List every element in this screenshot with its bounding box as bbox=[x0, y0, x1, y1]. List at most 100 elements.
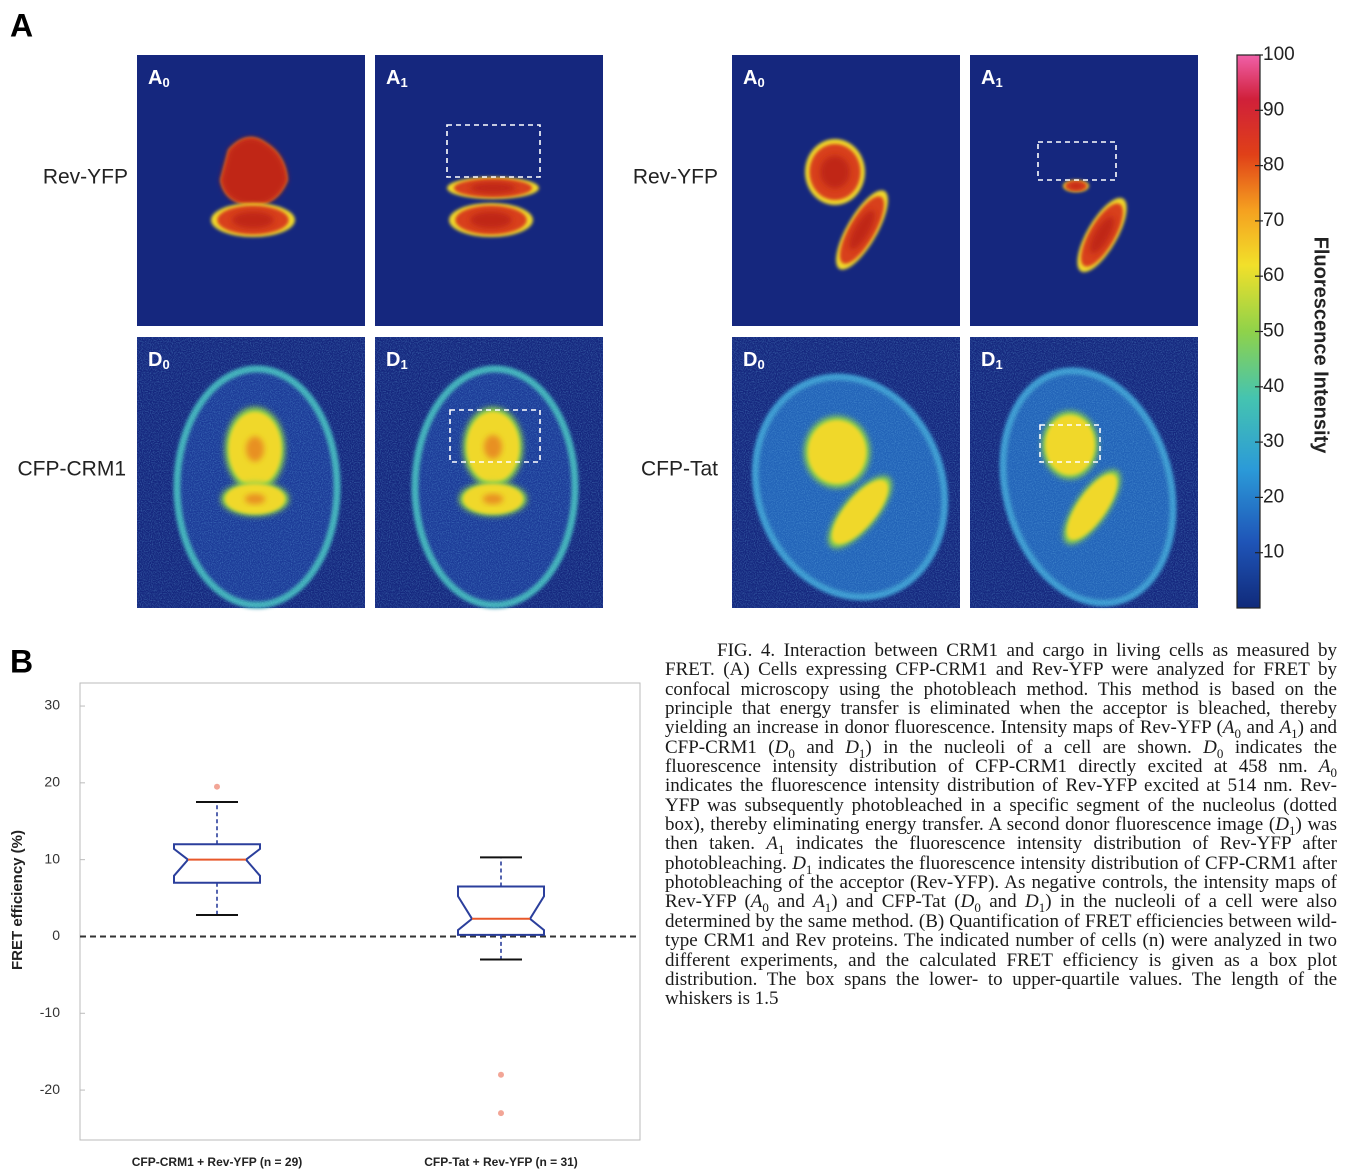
colorbar-tick-label: 80 bbox=[1263, 155, 1284, 176]
micrograph: D1 bbox=[970, 337, 1198, 622]
colorbar-tick-label: 50 bbox=[1263, 321, 1284, 342]
colorbar-tick-label: 70 bbox=[1263, 210, 1284, 231]
caption-symbol: A0 bbox=[751, 891, 769, 912]
micrograph: A1 bbox=[970, 55, 1198, 326]
nucleolus bbox=[470, 183, 516, 194]
nucleolus bbox=[484, 435, 502, 459]
y-tick-label: 10 bbox=[44, 850, 60, 866]
micrograph: A1 bbox=[375, 55, 603, 326]
colorbar-tick-label: 100 bbox=[1263, 44, 1295, 65]
nucleolus bbox=[245, 494, 265, 504]
caption-text: ) in the nucleoli of a cell are shown. bbox=[865, 737, 1203, 758]
image-letter: A bbox=[148, 67, 162, 89]
image-letter: A bbox=[386, 67, 400, 89]
caption-symbol: D1 bbox=[845, 737, 865, 758]
nucleolus bbox=[470, 212, 512, 229]
nucleolus bbox=[820, 156, 850, 189]
image-subscript: 0 bbox=[162, 357, 169, 372]
caption-text: indicates the fluorescence intensity dis… bbox=[665, 775, 1337, 835]
caption-symbol: A1 bbox=[1280, 717, 1298, 738]
micrograph: D0 bbox=[137, 337, 365, 608]
outlier bbox=[214, 784, 220, 790]
caption-symbol: A0 bbox=[1319, 756, 1337, 777]
caption-text: ) and CFP-Tat ( bbox=[831, 891, 960, 912]
image-subscript: 1 bbox=[400, 75, 407, 90]
caption: FIG. 4. Interaction between CRM1 and car… bbox=[665, 641, 1337, 1171]
y-tick-label: -10 bbox=[40, 1004, 60, 1020]
outlier bbox=[498, 1072, 504, 1078]
outlier bbox=[498, 1110, 504, 1116]
symbol-letter: D bbox=[775, 737, 789, 758]
caption-text: and bbox=[981, 891, 1025, 912]
colorbar-title: Fluorescence Intensity bbox=[1310, 237, 1332, 455]
image-subscript: 0 bbox=[757, 75, 764, 90]
colorbar-tick-label: 90 bbox=[1263, 99, 1284, 120]
x-tick-label: CFP-Tat + Rev-YFP (n = 31) bbox=[424, 1155, 578, 1169]
image-letter: A bbox=[981, 67, 995, 89]
box bbox=[174, 844, 260, 882]
image-subscript: 0 bbox=[162, 75, 169, 90]
caption-symbol: A1 bbox=[813, 891, 831, 912]
row-label: Rev-YFP bbox=[633, 166, 718, 189]
nucleolus bbox=[1045, 415, 1094, 475]
caption-symbol: D1 bbox=[1275, 814, 1295, 835]
caption-text: and bbox=[769, 891, 813, 912]
colorbar-tick-label: 20 bbox=[1263, 486, 1284, 507]
micrograph: A0 bbox=[732, 55, 960, 326]
panel-letter: A bbox=[10, 7, 33, 43]
x-tick-label: CFP-CRM1 + Rev-YFP (n = 29) bbox=[132, 1155, 302, 1169]
image-letter: D bbox=[981, 349, 995, 371]
page-body: A B Rev-YFPA0A1CFP-CRM1D0D1Rev-YFPA0A1CF… bbox=[0, 0, 1346, 1171]
symbol-letter: A bbox=[766, 833, 778, 854]
y-tick-label: 30 bbox=[44, 697, 60, 713]
symbol-letter: D bbox=[1203, 737, 1217, 758]
nucleolus bbox=[246, 436, 264, 461]
caption-text: and bbox=[1241, 717, 1280, 738]
caption-symbol: D0 bbox=[775, 737, 795, 758]
micrograph: D0 bbox=[725, 337, 975, 624]
symbol-letter: A bbox=[751, 891, 763, 912]
caption-symbol: D1 bbox=[792, 853, 812, 874]
caption-symbol: D0 bbox=[1203, 737, 1223, 758]
caption-symbol: D0 bbox=[961, 891, 981, 912]
caption-symbol: D1 bbox=[1025, 891, 1045, 912]
image-subscript: 1 bbox=[400, 357, 407, 372]
row-label: Rev-YFP bbox=[43, 166, 128, 189]
nucleolus bbox=[232, 212, 274, 229]
image-letter: D bbox=[743, 349, 757, 371]
box bbox=[458, 887, 544, 935]
micrograph: A0 bbox=[137, 55, 365, 326]
image-letter: D bbox=[148, 349, 162, 371]
symbol-letter: D bbox=[961, 891, 975, 912]
row-label: CFP-Tat bbox=[641, 458, 718, 481]
image-subscript: 0 bbox=[757, 357, 764, 372]
symbol-letter: A bbox=[1319, 756, 1331, 777]
caption-symbol: A1 bbox=[766, 833, 784, 854]
plot-frame bbox=[80, 683, 640, 1140]
image-subscript: 1 bbox=[995, 357, 1002, 372]
nucleolus bbox=[808, 420, 866, 483]
caption-symbol: A0 bbox=[1223, 717, 1241, 738]
symbol-letter: A bbox=[813, 891, 825, 912]
y-tick-label: 0 bbox=[52, 927, 60, 943]
image-subscript: 1 bbox=[995, 75, 1002, 90]
page: Figure { "figure": { "panel_a": { "lette… bbox=[0, 0, 1346, 1171]
symbol-letter: D bbox=[1275, 814, 1289, 835]
symbol-letter: A bbox=[1223, 717, 1235, 738]
symbol-letter: D bbox=[845, 737, 859, 758]
panel-letter: B bbox=[10, 643, 33, 679]
image-letter: A bbox=[743, 67, 757, 89]
y-tick-label: 20 bbox=[44, 774, 60, 790]
symbol-letter: D bbox=[1025, 891, 1039, 912]
caption-text: and bbox=[795, 737, 845, 758]
colorbar-tick-label: 30 bbox=[1263, 431, 1284, 452]
symbol-letter: D bbox=[792, 853, 806, 874]
colorbar-tick-label: 40 bbox=[1263, 376, 1284, 397]
symbol-letter: A bbox=[1280, 717, 1292, 738]
row-label: CFP-CRM1 bbox=[18, 458, 127, 481]
nucleolus bbox=[1070, 183, 1083, 189]
colorbar-tick-label: 10 bbox=[1263, 542, 1284, 563]
micrograph: D1 bbox=[375, 337, 603, 608]
y-axis-label: FRET efficiency (%) bbox=[9, 830, 26, 970]
nucleolus bbox=[483, 494, 503, 504]
